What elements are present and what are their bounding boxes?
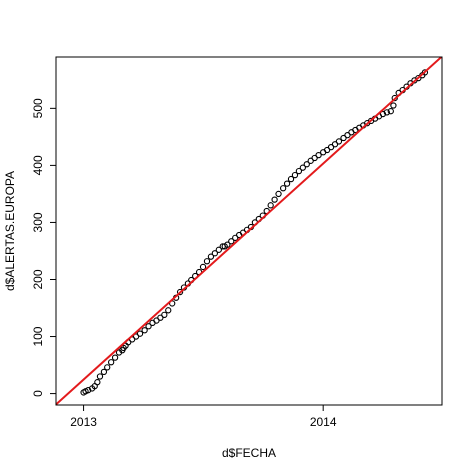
data-point xyxy=(199,263,207,271)
y-tick-label: 0 xyxy=(31,390,45,397)
data-point xyxy=(228,238,235,245)
data-point xyxy=(391,94,398,102)
y-tick-label: 300 xyxy=(31,212,45,232)
data-point xyxy=(215,246,222,253)
fit-line xyxy=(56,57,442,405)
data-point xyxy=(383,109,391,116)
data-point xyxy=(203,258,211,265)
data-point xyxy=(271,196,278,203)
data-point xyxy=(291,171,299,179)
data-point xyxy=(267,202,274,209)
data-point xyxy=(315,151,322,159)
data-point xyxy=(344,132,351,139)
data-point xyxy=(132,333,140,340)
data-point xyxy=(311,154,318,162)
data-point xyxy=(307,157,314,164)
data-point xyxy=(287,175,295,183)
data-point xyxy=(421,69,429,76)
data-point xyxy=(295,167,303,175)
data-point xyxy=(161,311,168,319)
data-point xyxy=(331,141,339,148)
y-axis-label: d$ALERTAS.EUROPA xyxy=(3,171,17,291)
data-point xyxy=(153,317,160,324)
plot-frame xyxy=(55,56,443,406)
y-tick-label: 400 xyxy=(31,155,45,175)
data-point xyxy=(387,108,394,115)
x-axis: 2013 2014 xyxy=(70,405,337,429)
x-tick-label: 2014 xyxy=(310,415,337,429)
y-tick-label: 100 xyxy=(31,326,45,346)
data-point xyxy=(303,161,310,168)
data-point xyxy=(211,250,219,257)
data-point xyxy=(323,146,331,154)
data-point xyxy=(107,359,115,366)
y-axis: 0 100 200 300 400 500 xyxy=(31,98,56,397)
data-point xyxy=(96,373,104,380)
data-point xyxy=(224,241,231,248)
data-point xyxy=(390,102,397,109)
x-axis-label: d$FECHA xyxy=(222,446,276,460)
data-point xyxy=(145,323,152,330)
data-point xyxy=(176,288,184,296)
data-point xyxy=(94,379,101,386)
data-point xyxy=(165,307,172,314)
data-point xyxy=(283,180,291,187)
data-point xyxy=(136,330,144,337)
data-point xyxy=(335,138,343,145)
data-point xyxy=(327,143,335,151)
data-point xyxy=(141,327,148,334)
data-point xyxy=(299,164,306,171)
x-tick-label: 2013 xyxy=(70,415,97,429)
data-point xyxy=(415,74,422,82)
plot-marks xyxy=(56,57,442,405)
data-point xyxy=(104,364,111,371)
data-point xyxy=(207,253,215,260)
data-point xyxy=(279,185,287,192)
data-point xyxy=(100,368,108,376)
data-point xyxy=(340,134,347,142)
y-tick-label: 500 xyxy=(31,98,45,118)
y-tick-label: 200 xyxy=(31,269,45,289)
data-point xyxy=(111,354,119,361)
data-point xyxy=(275,190,282,198)
data-point xyxy=(157,314,164,321)
data-point xyxy=(232,234,239,241)
